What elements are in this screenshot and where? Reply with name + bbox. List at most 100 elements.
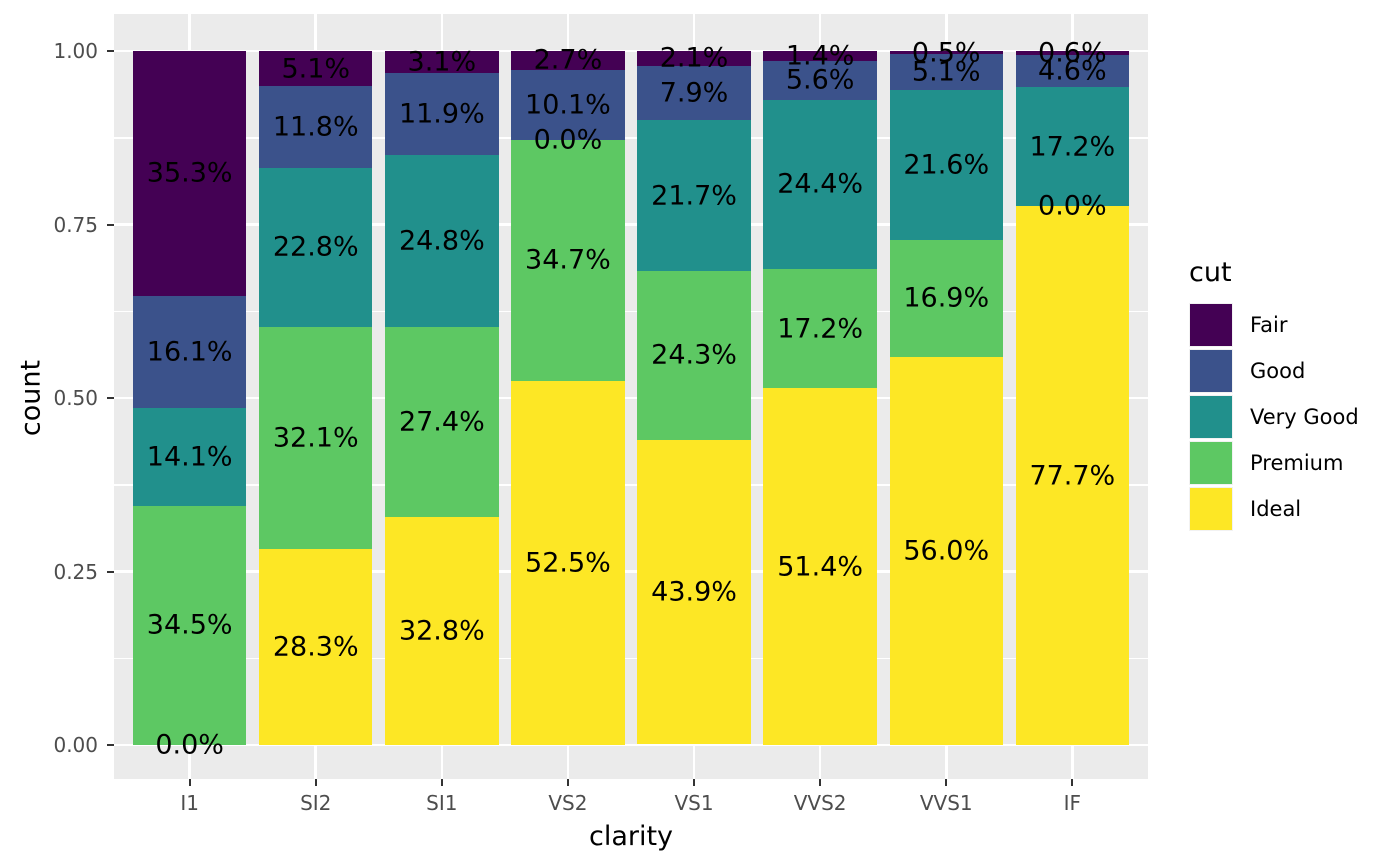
- bar-segment-vvs2-good: [763, 60, 877, 100]
- x-axis-tick-label: SI2: [300, 791, 332, 815]
- x-axis-tick-label: VS2: [548, 791, 588, 815]
- x-axis-tick: [188, 779, 191, 786]
- bar-segment-vvs2-very-good: [763, 99, 877, 269]
- segment-label-vvs2-very-good: 24.4%: [777, 168, 864, 200]
- legend-label-good: Good: [1250, 359, 1306, 383]
- x-axis-title: clarity: [588, 821, 674, 852]
- segment-label-si1-very-good: 24.8%: [398, 225, 485, 257]
- gridline-h-major: [114, 49, 1148, 53]
- gridline-h-major: [114, 223, 1148, 226]
- segment-label-vs2-ideal: 52.5%: [525, 547, 611, 579]
- x-axis-tick: [819, 779, 822, 786]
- segment-label-si2-good: 11.8%: [272, 111, 359, 143]
- legend-key-very-good: [1189, 395, 1233, 439]
- segment-label-i1-very-good: 14.1%: [146, 441, 233, 473]
- y-axis-tick-label: 0.50: [53, 386, 98, 410]
- segment-label-vvs2-fair: 1.4%: [785, 40, 855, 72]
- segment-label-i1-good: 16.1%: [146, 336, 233, 368]
- gridline-h-major: [114, 570, 1148, 573]
- segment-label-si1-good: 11.9%: [398, 98, 485, 130]
- gridline-h-minor: [114, 484, 1148, 486]
- bar-segment-vs2-good: [511, 69, 625, 140]
- segment-label-vvs2-ideal: 51.4%: [777, 551, 864, 583]
- x-axis-tick: [566, 779, 569, 786]
- y-axis-tick-label: 1.00: [53, 39, 98, 63]
- segment-label-i1-premium: 34.5%: [146, 609, 233, 641]
- bar-segment-si1-premium: [385, 327, 499, 518]
- x-axis-tick: [945, 779, 948, 786]
- segment-label-si1-fair: 3.1%: [407, 46, 477, 78]
- bar-segment-vs2-ideal: [511, 380, 625, 745]
- bar-segment-i1-very-good: [132, 407, 247, 506]
- segment-label-if-good: 4.6%: [1038, 55, 1107, 87]
- y-axis-tick-label: 0.25: [53, 559, 98, 584]
- segment-label-vvs2-good: 5.6%: [785, 64, 855, 96]
- y-axis-tick-label: 0.00: [53, 733, 98, 757]
- segment-label-vs1-good: 7.9%: [659, 77, 729, 109]
- segment-label-si1-ideal: 32.8%: [398, 615, 485, 647]
- segment-label-vs2-very-good: 0.0%: [533, 124, 603, 156]
- segment-label-vs1-fair: 2.1%: [659, 42, 729, 74]
- x-axis-tick-label: I1: [180, 791, 199, 815]
- segment-label-vvs1-premium: 16.9%: [903, 282, 990, 314]
- bar-segment-if-ideal: [1015, 206, 1130, 745]
- gridline-h-minor: [114, 137, 1148, 139]
- gridline-h-minor: [114, 310, 1148, 312]
- legend-label-very-good: Very Good: [1250, 405, 1359, 429]
- segment-label-if-fair: 0.6%: [1038, 37, 1107, 69]
- segment-label-si2-fair: 5.1%: [281, 53, 351, 85]
- bar-segment-if-very-good: [1015, 87, 1130, 207]
- y-axis-tick: [107, 223, 114, 226]
- bar-segment-si2-premium: [259, 326, 373, 550]
- bar-segment-vvs1-good: [889, 54, 1003, 90]
- bar-segment-si2-good: [259, 86, 373, 169]
- x-axis-tick-label: VVS1: [919, 791, 973, 815]
- segment-label-vs2-fair: 2.7%: [533, 44, 603, 76]
- bar-segment-i1-fair: [132, 51, 247, 296]
- bar-segment-si2-very-good: [259, 168, 373, 327]
- legend-key-ideal: [1189, 487, 1233, 531]
- bar-segment-vvs2-fair: [763, 51, 877, 61]
- segment-label-vs1-ideal: 43.9%: [651, 576, 737, 608]
- y-axis-tick: [107, 570, 114, 573]
- x-axis-tick-label: VS1: [674, 791, 714, 815]
- segment-label-vs2-premium: 34.7%: [525, 244, 611, 276]
- segment-label-si2-very-good: 22.8%: [272, 231, 359, 263]
- x-axis-tick-label: IF: [1063, 791, 1082, 815]
- bar-segment-si1-very-good: [385, 155, 499, 328]
- segment-label-if-ideal: 77.7%: [1029, 460, 1116, 492]
- bar-segment-si1-ideal: [385, 517, 499, 745]
- x-axis-tick-label: SI1: [426, 791, 458, 815]
- gridline-h-minor: [114, 657, 1148, 659]
- segment-label-si2-premium: 32.1%: [272, 422, 359, 454]
- segment-label-i1-fair: 35.3%: [146, 157, 233, 189]
- bar-segment-if-good: [1015, 55, 1130, 88]
- bar-segment-vvs2-ideal: [763, 388, 877, 745]
- bar-segment-vvs1-fair: [889, 51, 1003, 55]
- bar-segment-i1-premium: [132, 505, 247, 745]
- y-axis-tick-label: 0.75: [53, 212, 98, 237]
- bar-segment-si1-good: [385, 72, 499, 156]
- bar-segment-si1-fair: [385, 51, 499, 73]
- bar-segment-if-fair: [1015, 51, 1130, 56]
- segment-label-vs1-very-good: 21.7%: [651, 180, 737, 212]
- legend-label-premium: Premium: [1250, 451, 1344, 475]
- legend-key-good: [1189, 349, 1233, 393]
- legend-key-premium: [1189, 441, 1233, 485]
- segment-label-i1-ideal: 0.0%: [155, 729, 224, 761]
- segment-label-vvs2-premium: 17.2%: [777, 313, 864, 345]
- bar-segment-vs1-fair: [637, 51, 751, 66]
- segment-label-si1-premium: 27.4%: [398, 406, 485, 438]
- bar-segment-vs1-ideal: [637, 439, 751, 745]
- x-axis-tick: [440, 779, 443, 786]
- gridline-h-major: [114, 396, 1148, 400]
- bar-segment-vs2-fair: [511, 51, 625, 70]
- bar-segment-si2-ideal: [259, 549, 373, 745]
- segment-label-vs2-good: 10.1%: [525, 89, 611, 121]
- bar-segment-vs1-good: [637, 65, 751, 121]
- legend-label-ideal: Ideal: [1250, 497, 1302, 521]
- gridline-h-major: [114, 743, 1148, 747]
- bar-segment-vvs1-ideal: [889, 357, 1003, 745]
- segment-label-si2-ideal: 28.3%: [272, 631, 359, 663]
